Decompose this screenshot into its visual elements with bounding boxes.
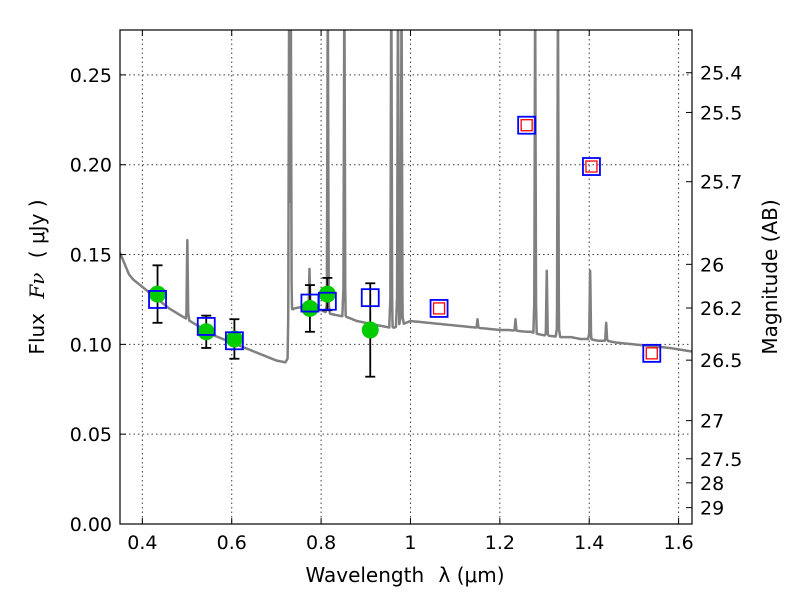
right-tick-label: 25.7 xyxy=(700,172,742,194)
observed-point xyxy=(225,330,243,348)
right-tick-label: 27 xyxy=(700,411,724,433)
model-point-square-inner xyxy=(520,119,533,132)
x-tick-label: 0.4 xyxy=(127,532,157,554)
axis-ticks: 0.4 0.6 0.8 1 1.2 1.4 1.6 0.00 0.05 0.10 0.15 0.20 0… xyxy=(70,30,742,554)
right-tick-label: 25.5 xyxy=(700,102,742,124)
right-tick-label: 26.2 xyxy=(700,298,742,320)
y-tick-label: 0.20 xyxy=(70,155,112,177)
x-tick-label: 1 xyxy=(404,532,416,554)
y-tick-label: 0.05 xyxy=(70,424,112,446)
observed-point xyxy=(361,321,379,339)
right-tick-label: 29 xyxy=(700,498,724,520)
y-tick-label: 0.00 xyxy=(70,514,112,536)
x-axis-label: Wavelength λ (μm) xyxy=(305,563,504,587)
y-axis-label-unit: ( μJy ) xyxy=(25,199,49,258)
observed-point xyxy=(318,285,336,303)
y-tick-label: 0.10 xyxy=(70,334,112,356)
model-point-square-outer xyxy=(582,157,601,176)
model-point-square-outer xyxy=(517,115,537,135)
right-tick-label: 25.4 xyxy=(700,63,742,85)
model-point-square-inner xyxy=(585,160,598,173)
right-tick-label: 27.5 xyxy=(700,449,742,471)
model-point-square xyxy=(224,331,244,351)
model-point-square-inner xyxy=(432,302,446,315)
right-axis-label: Magnitude (AB) xyxy=(758,199,782,354)
model-point-square xyxy=(360,288,380,308)
x-tick-label: 0.8 xyxy=(306,532,336,554)
model-point-square xyxy=(317,291,337,311)
x-tick-label: 1.4 xyxy=(574,532,604,554)
y-axis-label-symbol: Fν xyxy=(25,273,49,300)
y-axis-label: Flux Fν ( μJy ) xyxy=(25,199,49,354)
model-point-square-outer xyxy=(642,343,662,363)
y-tick-label: 0.25 xyxy=(70,65,112,87)
y-tick-label: 0.15 xyxy=(70,245,112,267)
right-tick-label: 28 xyxy=(700,473,724,495)
model-spectrum xyxy=(120,30,692,364)
right-tick-label: 26.5 xyxy=(700,350,742,372)
model-point-square xyxy=(196,316,216,336)
spectrum-line xyxy=(120,30,692,364)
model-point-square xyxy=(148,290,167,309)
observed-point xyxy=(301,299,319,317)
data-markers xyxy=(148,115,662,363)
x-tick-label: 1.6 xyxy=(663,532,693,554)
y-axis-label-text: Flux xyxy=(25,313,49,355)
model-point-square-inner xyxy=(645,347,658,360)
x-axis-label-text: Wavelength xyxy=(305,563,424,587)
observed-point xyxy=(197,323,215,341)
right-tick-label: 26 xyxy=(700,254,724,276)
grid-layer xyxy=(120,30,692,524)
plot-frame xyxy=(119,29,693,525)
observed-point xyxy=(149,285,167,303)
model-point-square-outer xyxy=(429,299,449,318)
x-axis-label-symbol: λ (μm) xyxy=(439,563,505,587)
x-tick-label: 1.2 xyxy=(485,532,515,554)
x-tick-label: 0.6 xyxy=(217,532,247,554)
